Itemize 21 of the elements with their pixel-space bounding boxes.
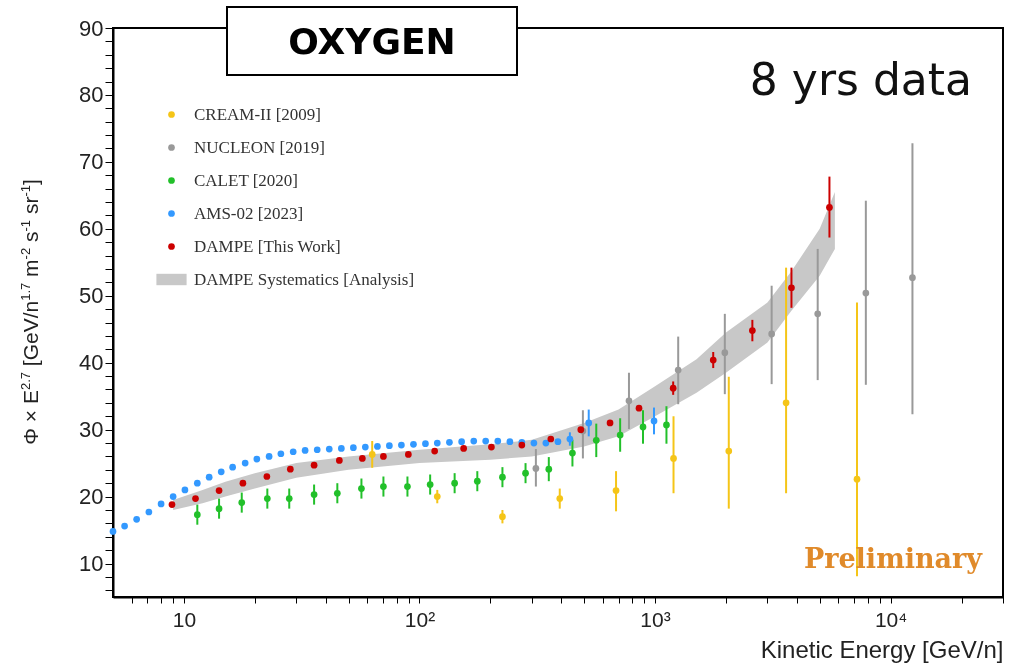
annotation: 8 yrs data xyxy=(749,54,972,105)
x-axis-title: Kinetic Energy [GeV/n] xyxy=(760,635,1004,663)
y-tick-label: 60 xyxy=(79,216,104,242)
legend-label: DAMPE [This Work] xyxy=(194,236,341,256)
x-tick-label: 10⁴ xyxy=(874,607,908,631)
legend-label: AMS-02 [2023] xyxy=(194,203,304,223)
x-tick-label: 10² xyxy=(404,607,436,631)
y-tick-label: 50 xyxy=(79,283,104,309)
y-tick-label: 90 xyxy=(79,15,104,41)
y-tick-label: 80 xyxy=(79,82,104,108)
legend-label: DAMPE Systematics [Analysis] xyxy=(194,269,415,289)
y-tick-label: 10 xyxy=(79,551,104,577)
y-tick-label: 30 xyxy=(79,417,104,443)
y-tick-label: 20 xyxy=(79,484,104,510)
x-tick-label: 10³ xyxy=(640,607,671,631)
y-tick-label: 70 xyxy=(79,149,104,175)
legend-label: CREAM-II [2009] xyxy=(194,104,322,124)
x-tick-label: 10 xyxy=(172,607,197,631)
y-tick-label: 40 xyxy=(79,350,104,376)
legend-label: NUCLEON [2019] xyxy=(194,137,325,157)
legend-label: CALET [2020] xyxy=(194,170,299,190)
